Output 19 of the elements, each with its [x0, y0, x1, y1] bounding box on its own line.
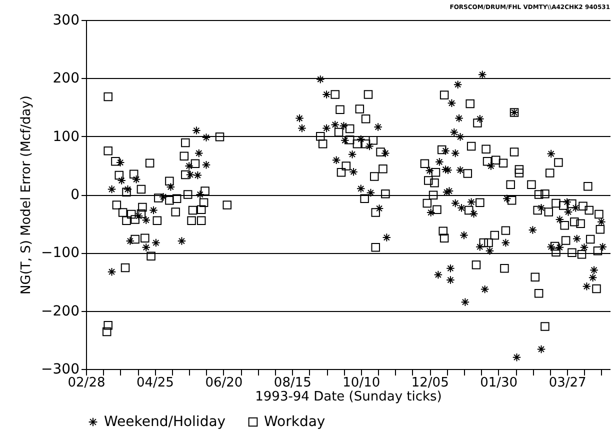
y-tick-label: −300 [41, 362, 80, 378]
x-axis-title: 1993-94 Date (Sunday ticks) [255, 390, 442, 404]
y-tick-label: −200 [41, 303, 80, 320]
x-tick-label: 10/10 [342, 376, 380, 390]
y-tick-label: 0 [70, 187, 80, 203]
x-tick-label: 06/20 [205, 376, 243, 390]
y-tick-label: −100 [41, 245, 80, 262]
y-tick-label: 300 [52, 12, 80, 28]
x-tick-label: 02/28 [68, 376, 106, 390]
x-tick-label: 03/27 [548, 376, 586, 390]
x-tick-label: 01/30 [480, 376, 518, 390]
y-axis-title: NG(T, S) Model Error (Mcf/day) [19, 96, 34, 294]
legend-label: Weekend/Holiday [104, 414, 226, 430]
x-tick-label: 04/25 [136, 376, 174, 390]
y-tick-label: 100 [52, 128, 80, 145]
x-tick-label: 08/15 [274, 376, 312, 390]
y-tick-label: 200 [52, 70, 80, 87]
x-tick-label: 12/05 [411, 376, 449, 390]
legend-label: Workday [264, 414, 326, 430]
